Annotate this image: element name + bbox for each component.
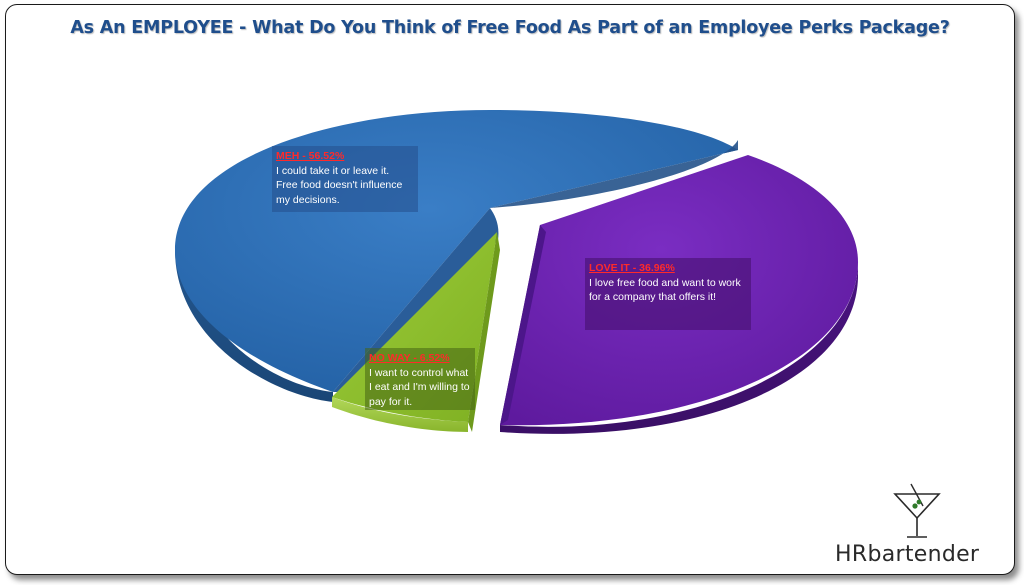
logo-hr: HR <box>835 542 868 567</box>
data-label-meh-head: MEH - 56.52% <box>276 150 345 162</box>
data-label-love-head: LOVE IT - 36.96% <box>589 262 675 274</box>
martini-glass-icon <box>893 483 941 538</box>
pie-slice-meh-inner-wall-2 <box>333 208 499 392</box>
pie-slice-noway-inner-wall <box>468 232 500 432</box>
data-label-meh-text: I could take it or leave it. Free food d… <box>276 164 403 206</box>
data-label-love-text: I love free food and want to work for a … <box>589 276 741 304</box>
pie-slice-love-inner-wall <box>500 225 546 425</box>
pie-slice-noway-side <box>332 397 468 432</box>
data-label-meh: MEH - 56.52% I could take it or leave it… <box>272 146 418 212</box>
data-label-noway-text: I want to control what I eat and I'm wil… <box>369 366 470 408</box>
chart-title: As An EMPLOYEE - What Do You Think of Fr… <box>70 18 950 38</box>
data-label-noway: NO WAY - 6.52% I want to control what I … <box>365 348 475 410</box>
data-label-love: LOVE IT - 36.96% I love free food and wa… <box>585 258 751 330</box>
data-label-noway-head: NO WAY - 6.52% <box>369 352 450 364</box>
hr-bartender-logo: HRbartender <box>835 480 985 570</box>
logo-text: HRbartender <box>835 542 979 567</box>
pie-slice-love-side <box>500 260 859 434</box>
logo-bartender: bartender <box>867 542 980 567</box>
